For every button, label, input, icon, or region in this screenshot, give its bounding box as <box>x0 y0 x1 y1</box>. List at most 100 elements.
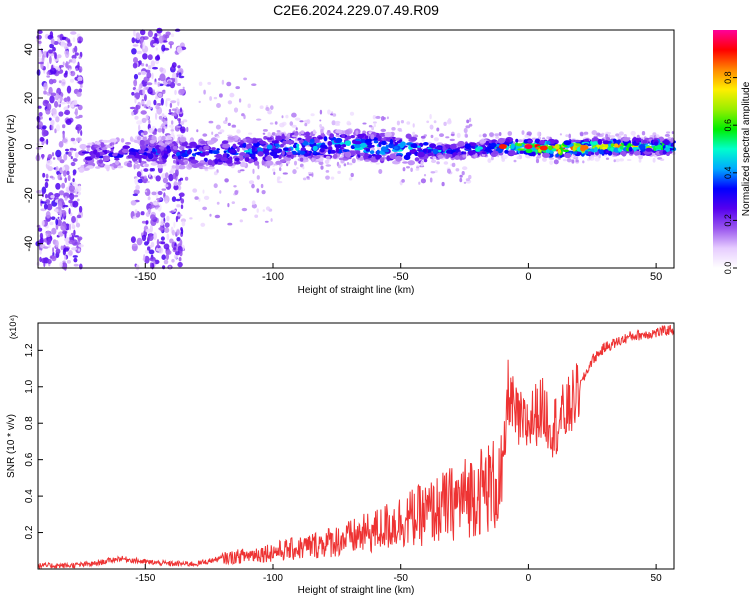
spectrogram-ridge-cell <box>127 154 135 159</box>
spectrogram-scatter-cell <box>151 168 155 172</box>
spectrogram-halo-cell <box>343 163 347 167</box>
spectrogram-scatter-cell <box>141 62 145 67</box>
spectrogram-scatter-cell <box>165 253 169 260</box>
spectrogram-ridge-cell <box>272 140 279 144</box>
spectrogram-ridge-cell <box>602 140 610 145</box>
spectrogram-scatter-cell <box>168 173 174 182</box>
spectrogram-halo-cell <box>591 130 598 136</box>
spectrogram-scatter-cell <box>46 160 53 166</box>
spectrogram-halo-cell <box>233 185 237 188</box>
spectrogram-scatter-cell <box>166 215 170 222</box>
spectrogram-scatter-cell <box>38 40 42 44</box>
spectrogram-halo-cell <box>456 132 461 138</box>
spectrogram-ridge-cell <box>290 154 294 160</box>
spectrogram-scatter-cell <box>78 88 83 93</box>
spectrogram-ridge-cell <box>545 149 550 154</box>
spectrogram-ridge-cell <box>446 149 452 154</box>
spectrogram-ridge-cell <box>202 166 210 170</box>
spectrogram-halo-cell <box>142 130 148 136</box>
spectrogram-ridge-cell <box>525 148 533 154</box>
spectrogram-scatter-cell <box>43 90 47 95</box>
spectrogram-scatter-cell <box>178 75 185 79</box>
spectrogram-ridge-cell <box>184 160 188 165</box>
spectrogram-ridge-cell <box>236 146 240 153</box>
spectrogram-scatter-cell <box>170 100 177 104</box>
spectrogram-scatter-cell <box>63 263 67 271</box>
spectrogram-ridge-cell <box>280 143 284 148</box>
spectrogram-ridge-cell <box>371 153 377 157</box>
spectrogram-scatter-cell <box>79 263 83 270</box>
spectrogram-halo-cell <box>227 203 230 208</box>
spectrogram-ridge-cell <box>261 159 265 166</box>
colorbar-label: Normalized spectral amplitude <box>741 81 750 216</box>
spectrogram-scatter-cell <box>55 116 60 123</box>
spectrogram-ridge-cell <box>564 152 572 159</box>
spectrogram-ridge-cell <box>457 142 463 147</box>
spectrogram-ridge-cell <box>216 148 220 151</box>
spectrogram-scatter-cell <box>46 71 49 76</box>
spectrogram-halo-cell <box>521 130 525 135</box>
spectrogram-scatter-cell <box>59 261 63 268</box>
spectrogram-scatter-cell <box>139 176 145 179</box>
spectrogram-ridge-cell <box>485 140 490 146</box>
spectrogram-scatter-cell <box>165 250 172 255</box>
spectrogram-halo-cell <box>406 121 411 125</box>
spectrogram-halo-cell <box>495 135 499 139</box>
spectrogram-halo-cell <box>192 188 198 193</box>
spectrogram-scatter-cell <box>79 84 83 88</box>
spectrogram-scatter-cell <box>50 216 56 220</box>
spectrogram-halo-cell <box>216 103 221 108</box>
spectrogram-scatter-cell <box>39 237 44 245</box>
spectrogram-halo-cell <box>371 126 374 131</box>
spectrogram-ridge-cell <box>423 158 428 163</box>
spectrogram-halo-cell <box>214 214 221 219</box>
spectrogram-halo-cell <box>236 129 241 134</box>
spectrogram-scatter-cell <box>178 257 182 262</box>
spectrogram-marks <box>35 27 677 271</box>
spectrogram-scatter-cell <box>35 146 42 150</box>
spectrogram-scatter-cell <box>41 186 47 194</box>
spectrogram-ridge-cell <box>592 141 599 145</box>
spectrogram-ridge-cell <box>327 149 331 155</box>
spectrogram-ridge-cell <box>166 148 172 154</box>
spectrogram-scatter-cell <box>150 214 156 221</box>
spectrogram-halo-cell <box>638 154 643 160</box>
spectrogram-halo-cell <box>606 132 612 135</box>
spectrogram-scatter-cell <box>176 46 183 54</box>
spectrogram-ridge-cell <box>274 143 280 147</box>
spectrogram-halo-cell <box>636 134 640 139</box>
spectrogram-halo-cell <box>542 137 546 140</box>
spectrogram-scatter-cell <box>72 101 78 106</box>
spectrogram-scatter-cell <box>51 227 57 235</box>
spectrogram-halo-cell <box>463 127 468 134</box>
spectrogram-halo-cell <box>270 105 274 110</box>
spectrogram-ridge-cell <box>613 138 617 142</box>
spectrogram-halo-cell <box>380 128 387 132</box>
spectrogram-scatter-cell <box>40 138 45 142</box>
spectrogram-ridge-cell <box>497 137 505 144</box>
spectrogram-scatter-cell <box>147 54 153 61</box>
spectrogram-ridge-cell <box>312 137 320 143</box>
spectrogram-scatter-cell <box>45 173 49 179</box>
spectrogram-scatter-cell <box>54 208 59 212</box>
spectrogram-scatter-cell <box>38 227 43 232</box>
spectrogram-scatter-cell <box>137 72 142 76</box>
spectrogram-halo-cell <box>402 167 406 172</box>
spectrogram-ridge-cell <box>228 156 233 162</box>
snr-x-axis-label: Height of straight line (km) <box>298 585 415 596</box>
spectrogram-scatter-cell <box>46 203 53 211</box>
spectrogram-scatter-cell <box>77 183 82 187</box>
spectrogram-halo-cell <box>449 138 455 142</box>
spectrogram-ridge-cell <box>152 147 156 153</box>
spectrogram-scatter-cell <box>144 255 150 264</box>
spectrogram-scatter-cell <box>149 256 156 262</box>
spectrogram-scatter-cell <box>73 263 79 267</box>
spectrogram-scatter-cell <box>176 204 181 208</box>
spectrogram-ridge-cell <box>320 128 324 134</box>
spectrogram-ridge-cell <box>638 144 646 150</box>
spectrogram-scatter-cell <box>36 224 41 228</box>
spectrogram-halo-cell <box>524 135 530 139</box>
spectrogram-ridge-cell <box>86 145 91 148</box>
spectrogram-halo-cell <box>536 131 541 137</box>
spectrogram-halo-cell <box>254 214 259 218</box>
